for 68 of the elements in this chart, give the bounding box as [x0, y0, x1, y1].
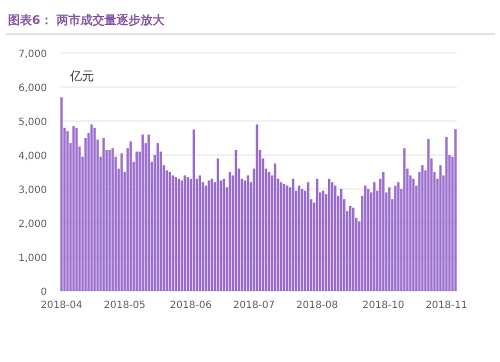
- bar: [120, 153, 123, 291]
- bar: [178, 178, 180, 291]
- x-tick-label: 2018-10: [362, 300, 404, 311]
- bar: [330, 182, 334, 291]
- bar: [328, 178, 330, 291]
- bar: [340, 189, 342, 291]
- y-tick-label: 0: [40, 287, 47, 298]
- bar: [334, 186, 336, 291]
- bar: [421, 165, 424, 291]
- bar: [397, 182, 400, 291]
- bar: [102, 138, 105, 291]
- chart-title: 图表6： 两市成交量逐步放大: [8, 13, 166, 27]
- bar: [292, 178, 294, 291]
- bar: [388, 187, 391, 291]
- bar: [135, 152, 138, 291]
- bar: [427, 139, 430, 291]
- bar: [322, 190, 324, 291]
- x-tick-label: 2018-06: [170, 300, 212, 311]
- x-tick-label: 2018-04: [40, 300, 82, 311]
- bar: [382, 172, 385, 291]
- x-tick-label: 2018-08: [296, 300, 338, 311]
- bar: [300, 189, 304, 291]
- bar: [316, 178, 318, 291]
- y-tick-label: 5,000: [18, 117, 47, 128]
- y-tick-label: 1,000: [18, 253, 47, 264]
- bar: [198, 175, 202, 291]
- bar: [90, 124, 93, 291]
- bar: [364, 186, 366, 291]
- x-tick-label: 2018-11: [426, 300, 468, 311]
- bar: [156, 143, 159, 291]
- y-tick-label: 4,000: [18, 151, 47, 162]
- bar: [306, 182, 310, 291]
- bar: [394, 186, 397, 291]
- bar: [186, 177, 190, 291]
- bar: [172, 175, 174, 291]
- bar: [298, 186, 300, 291]
- bar: [174, 177, 177, 291]
- y-tick-label: 6,000: [18, 83, 47, 94]
- bar: [403, 148, 406, 291]
- bar: [210, 178, 214, 291]
- bar: [142, 134, 144, 291]
- x-tick-label: 2018-07: [233, 300, 275, 311]
- bar: [148, 134, 150, 291]
- bar: [228, 172, 232, 291]
- bar: [184, 175, 186, 291]
- bar: [280, 182, 282, 291]
- bar: [208, 180, 210, 291]
- x-tick-label: 2018-05: [104, 300, 146, 311]
- bar: [286, 186, 288, 291]
- bar: [192, 130, 196, 291]
- bar: [108, 150, 111, 291]
- y-tick-label: 7,000: [18, 49, 47, 60]
- y-tick-label: 3,000: [18, 185, 47, 196]
- bar: [373, 182, 376, 291]
- bar: [168, 172, 171, 291]
- bar: [111, 148, 114, 291]
- bar: [349, 206, 352, 291]
- bar: [282, 184, 286, 291]
- y-axis-title: 亿元: [69, 69, 94, 83]
- bar: [129, 141, 132, 291]
- bar: [222, 178, 226, 291]
- bar: [352, 208, 354, 291]
- bar: [93, 128, 96, 291]
- bar: [234, 150, 238, 291]
- y-tick-label: 2,000: [18, 219, 47, 230]
- bar: [367, 189, 370, 291]
- bar: [216, 158, 220, 291]
- bar: [412, 178, 415, 291]
